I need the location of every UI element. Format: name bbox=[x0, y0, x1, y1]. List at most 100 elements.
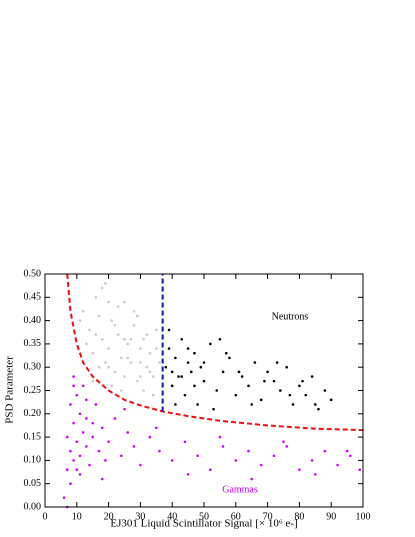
point bbox=[120, 389, 123, 392]
y-tick-label: 0.00 bbox=[24, 501, 42, 512]
point bbox=[88, 328, 91, 332]
point bbox=[85, 417, 88, 420]
point bbox=[94, 296, 98, 299]
point bbox=[72, 375, 75, 378]
point bbox=[139, 347, 142, 350]
x-tick-label: 60 bbox=[231, 511, 241, 522]
point bbox=[110, 319, 114, 322]
point bbox=[100, 337, 104, 341]
x-tick-label: 30 bbox=[135, 511, 145, 522]
point bbox=[65, 468, 69, 472]
point bbox=[167, 347, 171, 350]
point bbox=[113, 323, 117, 327]
point bbox=[116, 305, 120, 308]
point bbox=[78, 319, 82, 322]
x-tick-label: 10 bbox=[72, 511, 82, 522]
point bbox=[113, 417, 117, 420]
point bbox=[180, 375, 184, 378]
point bbox=[100, 477, 104, 481]
point bbox=[186, 473, 190, 476]
point bbox=[310, 375, 314, 378]
point bbox=[107, 347, 110, 350]
point bbox=[298, 468, 301, 472]
point bbox=[148, 351, 152, 355]
point bbox=[170, 370, 174, 374]
point bbox=[91, 435, 94, 439]
y-tick-label: 0.25 bbox=[24, 385, 42, 396]
point bbox=[209, 342, 212, 346]
point bbox=[358, 468, 362, 472]
point bbox=[75, 393, 79, 397]
x-tick-label: 0 bbox=[43, 511, 48, 522]
point bbox=[155, 426, 158, 430]
x-tick-label: 90 bbox=[326, 511, 336, 522]
point bbox=[62, 496, 66, 499]
point bbox=[247, 384, 250, 388]
point bbox=[193, 384, 196, 388]
point bbox=[323, 449, 327, 453]
point bbox=[91, 379, 94, 383]
point bbox=[170, 459, 174, 462]
point bbox=[259, 398, 263, 402]
point bbox=[88, 463, 91, 467]
point bbox=[177, 375, 180, 378]
point bbox=[237, 370, 241, 374]
point bbox=[69, 403, 72, 406]
point bbox=[314, 403, 317, 406]
point bbox=[65, 435, 69, 439]
y-tick-label: 0.50 bbox=[24, 268, 42, 279]
point bbox=[151, 375, 155, 378]
point bbox=[279, 389, 282, 392]
point bbox=[69, 449, 72, 453]
point bbox=[145, 333, 149, 336]
point bbox=[129, 337, 133, 341]
point bbox=[202, 379, 206, 383]
point bbox=[158, 449, 161, 453]
x-tick-label: 50 bbox=[199, 511, 209, 522]
point bbox=[272, 454, 276, 458]
point bbox=[135, 379, 139, 383]
curve bbox=[66, 273, 364, 432]
point bbox=[75, 440, 79, 444]
series-label: Gammas bbox=[222, 484, 258, 495]
point bbox=[104, 459, 107, 462]
point bbox=[148, 370, 152, 374]
point bbox=[234, 393, 238, 397]
point bbox=[247, 449, 250, 453]
point bbox=[97, 314, 101, 318]
y-tick-label: 0.05 bbox=[24, 478, 42, 489]
point bbox=[78, 473, 82, 476]
y-tick-label: 0.35 bbox=[24, 338, 42, 349]
point bbox=[224, 351, 228, 355]
point bbox=[221, 445, 225, 448]
point bbox=[272, 379, 276, 383]
point bbox=[132, 445, 136, 448]
point bbox=[170, 384, 174, 388]
point bbox=[104, 282, 107, 285]
point bbox=[174, 403, 177, 406]
point bbox=[107, 365, 110, 369]
point bbox=[142, 337, 145, 341]
point bbox=[81, 431, 85, 434]
point bbox=[215, 389, 219, 392]
x-axis-label: EJ301 Liquid Scintillator Signal [× 10⁶ … bbox=[110, 518, 297, 530]
point bbox=[336, 463, 339, 467]
x-tick-label: 100 bbox=[356, 511, 371, 522]
point bbox=[183, 440, 187, 444]
point bbox=[180, 337, 184, 341]
y-tick-label: 0.20 bbox=[24, 408, 42, 419]
point bbox=[85, 398, 88, 402]
point bbox=[164, 365, 168, 369]
point bbox=[174, 356, 177, 360]
point bbox=[69, 482, 72, 486]
point bbox=[139, 375, 142, 378]
point bbox=[298, 384, 301, 388]
point bbox=[282, 440, 285, 444]
point bbox=[202, 361, 206, 364]
point bbox=[94, 333, 98, 336]
point bbox=[158, 361, 161, 364]
point bbox=[132, 309, 136, 313]
point bbox=[107, 440, 110, 444]
y-tick-label: 0.40 bbox=[24, 315, 42, 326]
